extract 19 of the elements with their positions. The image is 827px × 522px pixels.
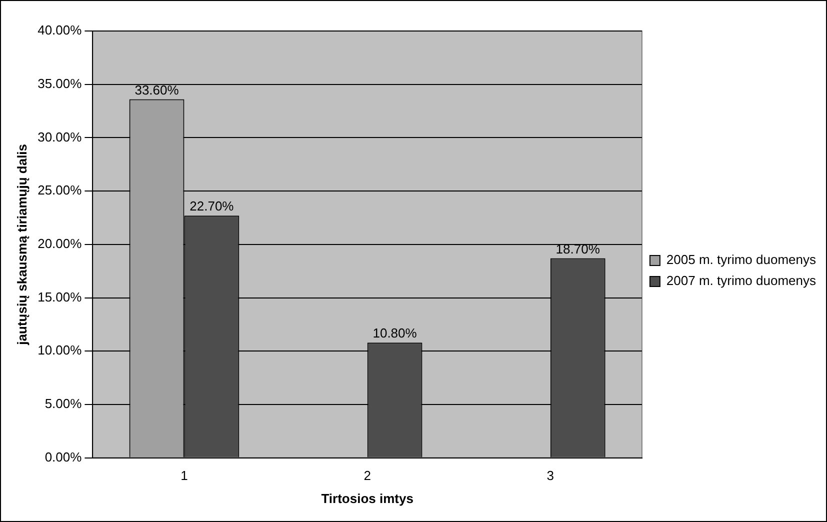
legend-label: 2007 m. tyrimo duomenys [666,273,816,288]
y-tick-label: 10.00% [38,342,82,358]
y-tick-label: 15.00% [38,289,82,304]
x-tick-label: 3 [546,468,554,484]
y-tick-label: 40.00% [38,22,82,38]
x-axis-title: Tirtosios imtys [321,490,414,506]
y-tick-label: 5.00% [44,396,82,412]
y-tick-label: 30.00% [38,129,82,144]
y-tick-label: 35.00% [38,76,82,91]
data-label: 10.80% [372,326,418,341]
y-tick-label: 20.00% [38,236,82,251]
y-tick-label: 25.00% [38,182,82,198]
legend-label: 2005 m. tyrimo duomenys [666,252,816,268]
y-axis-title: jautųsių skausmą tiriamųjų dalis [14,144,30,346]
x-tick-label: 1 [180,468,188,484]
data-label: 33.60% [134,82,180,98]
y-tick-label: 0.00% [44,449,82,464]
data-label: 22.70% [190,198,234,214]
x-tick-label: 2 [364,468,371,484]
